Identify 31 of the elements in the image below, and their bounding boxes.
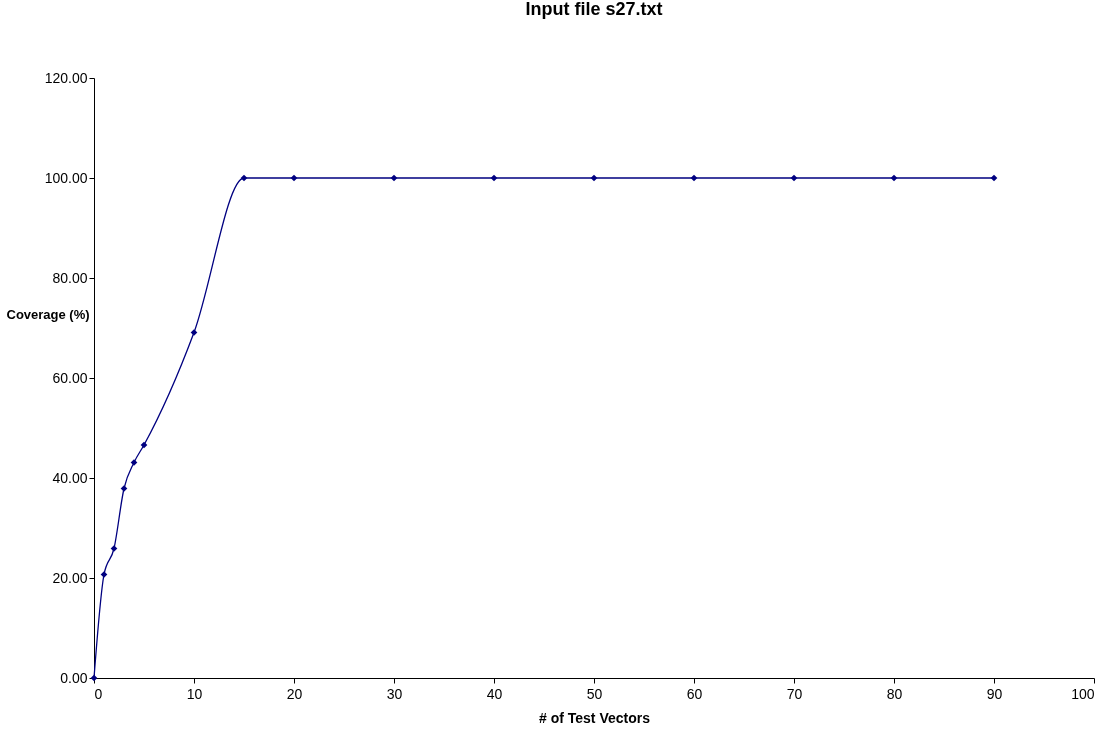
x-tick-label: 80	[886, 685, 903, 702]
x-tick-label: 10	[186, 685, 203, 702]
point	[890, 174, 898, 182]
point	[590, 174, 598, 182]
y-tick-label: 100.00	[44, 169, 88, 186]
x-tick-label: 70	[786, 685, 803, 702]
y-tick-label: 40.00	[52, 469, 88, 486]
y-tick-label: 20.00	[52, 569, 88, 586]
point	[390, 174, 398, 182]
chart-title: Input file s27.txt	[525, 0, 663, 19]
x-tick-label: 60	[686, 685, 703, 702]
point	[290, 174, 298, 182]
x-tick-label: 50	[586, 685, 603, 702]
x-tick-label: 100	[1071, 685, 1095, 702]
point	[990, 174, 998, 182]
y-tick-label: 120.00	[44, 69, 88, 86]
point	[490, 174, 498, 182]
x-tick-label: 20	[286, 685, 303, 702]
y-tick-label: 60.00	[52, 369, 88, 386]
y-tick-label: 0.00	[60, 669, 88, 686]
point	[140, 441, 148, 449]
y-axis-title: Coverage (%)	[6, 306, 90, 322]
point	[240, 174, 248, 182]
y-tick-label: 80.00	[52, 269, 88, 286]
x-tick-label: 40	[486, 685, 503, 702]
x-tick-label: 90	[986, 685, 1003, 702]
point	[790, 174, 798, 182]
x-tick-label: 0	[94, 685, 103, 702]
point	[690, 174, 698, 182]
x-tick-label: 30	[386, 685, 403, 702]
x-axis-title: # of Test Vectors	[538, 709, 651, 726]
